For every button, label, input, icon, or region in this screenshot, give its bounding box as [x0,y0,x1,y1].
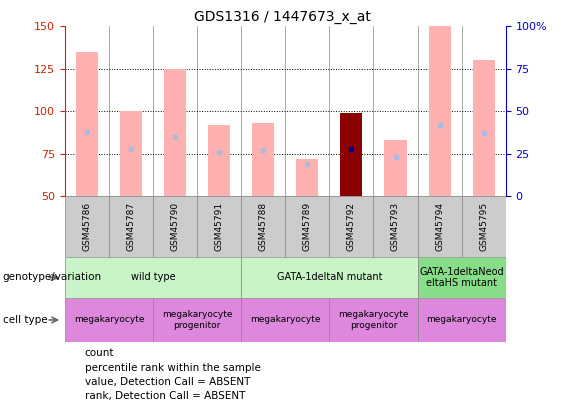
Bar [76,52,98,196]
Text: GDS1316 / 1447673_x_at: GDS1316 / 1447673_x_at [194,10,371,24]
Text: megakaryocyte
progenitor: megakaryocyte progenitor [338,310,408,330]
Bar [241,257,418,298]
Text: GSM45788: GSM45788 [259,202,268,252]
Text: count: count [85,348,114,358]
Text: GSM45792: GSM45792 [347,202,356,251]
Bar [164,69,186,196]
Text: genotype/variation: genotype/variation [3,273,102,282]
Text: GSM45787: GSM45787 [127,202,136,252]
Text: megakaryocyte: megakaryocyte [427,315,497,324]
Bar [462,196,506,257]
Text: megakaryocyte: megakaryocyte [74,315,144,324]
Bar [65,196,109,257]
Bar [296,159,318,196]
Bar [418,196,462,257]
Text: cell type: cell type [3,315,47,325]
Text: percentile rank within the sample: percentile rank within the sample [85,362,260,373]
Bar [340,113,363,196]
Bar [65,257,241,298]
Bar [109,196,153,257]
Bar [208,125,231,196]
Text: wild type: wild type [131,273,175,282]
Text: GSM45786: GSM45786 [82,202,92,252]
Text: GATA-1deltaN mutant: GATA-1deltaN mutant [277,273,382,282]
Bar [418,298,506,342]
Bar [418,257,506,298]
Text: GSM45789: GSM45789 [303,202,312,252]
Bar [241,196,285,257]
Bar [428,26,451,196]
Bar [153,196,197,257]
Bar [373,196,418,257]
Text: GSM45794: GSM45794 [435,202,444,251]
Bar [329,196,373,257]
Bar [120,111,142,196]
Bar [329,298,418,342]
Bar [197,196,241,257]
Bar [252,123,275,196]
Text: GATA-1deltaNeod
eltaHS mutant: GATA-1deltaNeod eltaHS mutant [419,266,504,288]
Bar [384,140,406,196]
Bar [472,60,494,196]
Bar [241,298,329,342]
Text: GSM45790: GSM45790 [171,202,180,252]
Text: megakaryocyte
progenitor: megakaryocyte progenitor [162,310,232,330]
Text: value, Detection Call = ABSENT: value, Detection Call = ABSENT [85,377,250,387]
Text: megakaryocyte: megakaryocyte [250,315,320,324]
Bar [65,298,153,342]
Text: GSM45795: GSM45795 [479,202,488,252]
Text: GSM45791: GSM45791 [215,202,224,252]
Text: GSM45793: GSM45793 [391,202,400,252]
Bar [285,196,329,257]
Bar [153,298,241,342]
Text: rank, Detection Call = ABSENT: rank, Detection Call = ABSENT [85,391,245,401]
